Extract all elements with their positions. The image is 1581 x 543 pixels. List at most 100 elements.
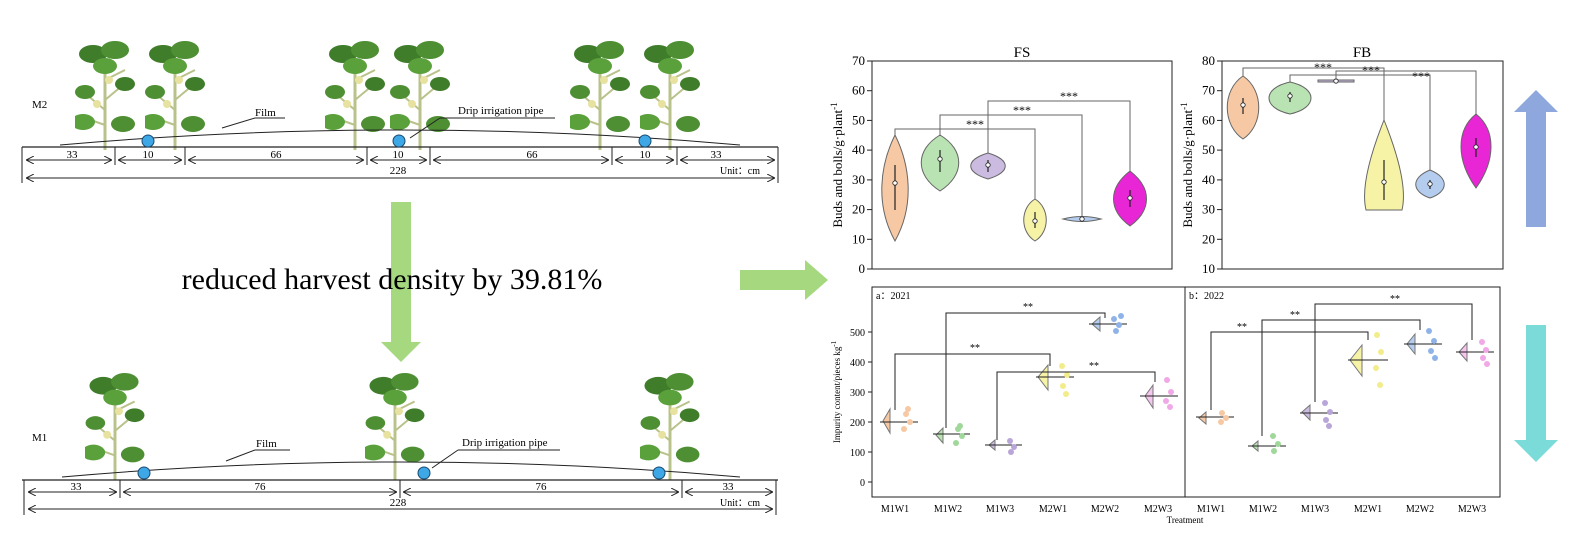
- y-tick-label: 80: [1202, 53, 1215, 68]
- data-point: [1271, 448, 1277, 454]
- segment-label: 10: [393, 149, 405, 161]
- y-tick: 10: [1202, 261, 1222, 276]
- dimension-lines: [23, 480, 777, 515]
- y-tick: 0: [860, 478, 872, 489]
- median-point: [1240, 102, 1246, 108]
- data-point: [1060, 383, 1066, 389]
- down-arrow-head-icon: [1514, 440, 1558, 462]
- y-tick-label: 100: [850, 448, 865, 459]
- data-point: [1011, 444, 1017, 450]
- x-tick-labels: M1W1 M1W2 M1W3 M2W1 M2W2 M2W3 M1W1 M1W2 …: [881, 504, 1486, 515]
- significance-label: **: [1290, 310, 1300, 321]
- data-point: [1064, 372, 1070, 378]
- pipe-leader-line: [409, 117, 441, 139]
- y-tick: 0: [859, 261, 872, 276]
- significance-brackets: [1242, 67, 1477, 170]
- plot-frame: [1221, 60, 1504, 270]
- scatter-group-m2w3-2022: [1456, 339, 1494, 367]
- dimension-lines: [21, 147, 779, 183]
- y-tick-label: 50: [852, 112, 865, 127]
- data-point: [1432, 355, 1438, 361]
- diagram-m1-label: M1: [32, 432, 47, 444]
- segment-label: 33: [67, 149, 79, 161]
- data-point: [901, 426, 907, 432]
- film-leader-line: [221, 117, 256, 129]
- y-tick-label: 20: [852, 202, 865, 217]
- x-tick-label: M2W3: [1144, 504, 1172, 515]
- segment-label: 33: [711, 149, 723, 161]
- y-tick-label: 20: [1202, 231, 1215, 246]
- y-tick: 100: [850, 448, 872, 459]
- data-point: [1378, 349, 1384, 355]
- pipe-label: Drip irrigation pipe: [462, 437, 548, 449]
- chart-impurity: a：2021 b：2022 0 100 200 300 400 500 Impu…: [830, 286, 1501, 525]
- data-point: [1167, 404, 1173, 410]
- y-tick: 20: [852, 202, 872, 217]
- data-point: [1275, 441, 1281, 447]
- segment-label: 10: [640, 149, 652, 161]
- y-tick: 20: [1202, 231, 1222, 246]
- scatter-group-m1w1-2022: [1196, 410, 1234, 426]
- median-point: [1381, 179, 1387, 185]
- x-tick-label: M1W1: [1197, 504, 1225, 515]
- data-point: [1373, 365, 1379, 371]
- y-tick-label: 40: [852, 142, 865, 157]
- significance-label: ***: [1314, 60, 1332, 74]
- y-tick-label: 70: [1202, 83, 1215, 98]
- median-point: [892, 180, 898, 186]
- plant-icon: [390, 40, 450, 150]
- data-point: [1483, 347, 1489, 353]
- chart-fb: FB 10 20 30 40 50 60 70 80 Buds and boll…: [1179, 45, 1504, 276]
- y-tick: 50: [852, 112, 872, 127]
- segment-label: 10: [143, 149, 155, 161]
- data-point: [1118, 313, 1124, 319]
- chart-fs: FS 0 10 20 30 40 50 60 70 Buds and bolls…: [829, 45, 1173, 276]
- violin-series: [1226, 75, 1492, 211]
- data-point: [1223, 415, 1229, 421]
- y-tick-label: 30: [852, 172, 865, 187]
- down-arrow-icon: [1526, 325, 1546, 440]
- significance-label: ***: [1362, 63, 1380, 77]
- density-reduction-text: reduced harvest density by 39.81%: [182, 263, 603, 296]
- data-point: [1479, 339, 1485, 345]
- x-tick-label: M1W2: [934, 504, 962, 515]
- down-arrow-head-icon: [381, 342, 421, 362]
- data-point: [1163, 398, 1169, 404]
- plant-icon: [640, 372, 700, 480]
- total-label: 228: [390, 497, 407, 509]
- y-axis: 10 20 30 40 50 60 70 80: [1202, 53, 1222, 276]
- data-point: [1164, 377, 1170, 383]
- right-arrow-icon: [740, 270, 805, 290]
- data-point: [907, 419, 913, 425]
- plant-icon: [640, 40, 700, 150]
- segment-label: 66: [271, 149, 283, 161]
- significance-label: **: [1390, 294, 1400, 305]
- y-tick: 400: [850, 358, 872, 369]
- y-tick-label: 300: [850, 388, 865, 399]
- y-tick: 80: [1202, 53, 1222, 68]
- data-point: [1322, 400, 1328, 406]
- median-point: [1427, 181, 1433, 187]
- unit-label: Unit：cm: [720, 498, 760, 509]
- x-tick-label: M1W3: [986, 504, 1014, 515]
- median-point: [937, 156, 943, 162]
- scatter-group-m1w3-2022: [1300, 400, 1338, 429]
- data-point: [1377, 382, 1383, 388]
- y-tick-label: 500: [850, 328, 865, 339]
- y-tick: 60: [1202, 112, 1222, 127]
- drip-pipe-icon: [417, 466, 431, 480]
- plant-icon: [325, 40, 385, 150]
- plant-icon: [75, 40, 135, 150]
- y-axis-label: Impurity content/pieces kg-1: [830, 340, 842, 443]
- total-label: 228: [390, 165, 407, 177]
- data-point: [1116, 322, 1122, 328]
- y-tick: 70: [852, 53, 872, 68]
- data-point: [1063, 391, 1069, 397]
- data-point: [1113, 328, 1119, 334]
- data-point: [1218, 419, 1224, 425]
- data-point: [1008, 449, 1014, 455]
- film-label: Film: [255, 107, 276, 119]
- data-point: [1007, 438, 1013, 444]
- y-tick-label: 10: [1202, 261, 1215, 276]
